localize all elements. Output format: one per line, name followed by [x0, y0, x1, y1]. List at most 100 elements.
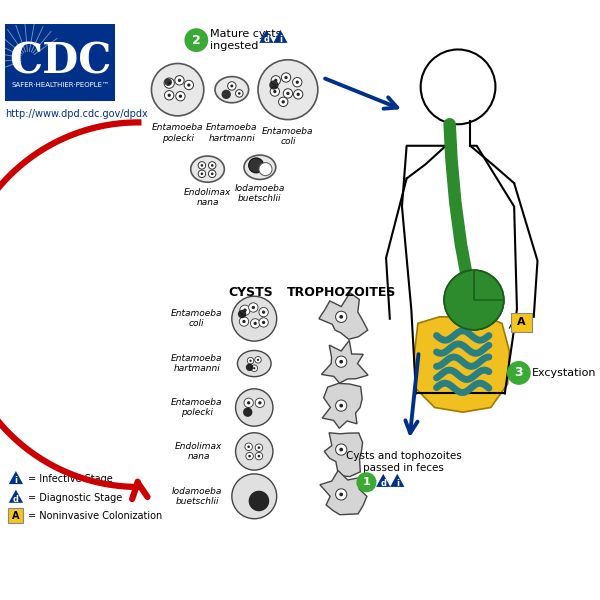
Circle shape	[198, 161, 206, 169]
Circle shape	[247, 358, 254, 364]
Circle shape	[246, 364, 253, 371]
Text: Entamoeba
hartmanni: Entamoeba hartmanni	[206, 124, 257, 143]
Circle shape	[230, 85, 233, 88]
Circle shape	[238, 310, 247, 318]
FancyBboxPatch shape	[511, 313, 532, 332]
Circle shape	[283, 89, 293, 98]
Circle shape	[236, 89, 243, 97]
Circle shape	[184, 80, 194, 89]
Circle shape	[176, 92, 185, 101]
Text: d: d	[380, 479, 386, 488]
Text: SAFER·HEALTHIER·PEOPLE™: SAFER·HEALTHIER·PEOPLE™	[12, 82, 110, 88]
Circle shape	[255, 452, 263, 460]
Text: CDC: CDC	[10, 41, 112, 83]
Circle shape	[335, 311, 347, 322]
Circle shape	[340, 493, 343, 496]
Circle shape	[273, 90, 277, 93]
Circle shape	[238, 92, 241, 95]
Text: Endolimax
nana: Endolimax nana	[184, 188, 231, 207]
Circle shape	[236, 433, 273, 470]
Text: Endolimax
nana: Endolimax nana	[175, 442, 223, 461]
Circle shape	[284, 76, 287, 79]
Circle shape	[178, 79, 181, 82]
Ellipse shape	[244, 155, 276, 179]
Ellipse shape	[215, 77, 248, 103]
Text: Excystation: Excystation	[532, 368, 596, 378]
Polygon shape	[319, 293, 368, 339]
Circle shape	[508, 362, 530, 384]
Circle shape	[281, 100, 285, 103]
Text: i: i	[396, 479, 399, 488]
Circle shape	[248, 158, 263, 173]
Text: i: i	[279, 35, 282, 44]
Circle shape	[335, 400, 347, 411]
Circle shape	[248, 491, 269, 511]
Circle shape	[257, 446, 260, 449]
Circle shape	[293, 89, 303, 99]
Text: 2: 2	[192, 34, 200, 47]
Text: Cysts and tophozoites
passed in feces: Cysts and tophozoites passed in feces	[346, 451, 462, 473]
Circle shape	[208, 161, 216, 169]
Circle shape	[246, 452, 253, 460]
Circle shape	[211, 172, 214, 175]
Circle shape	[270, 87, 280, 96]
Circle shape	[357, 473, 376, 491]
Circle shape	[258, 401, 262, 404]
Circle shape	[293, 77, 302, 87]
Circle shape	[164, 79, 172, 86]
Circle shape	[248, 455, 251, 457]
Polygon shape	[322, 340, 368, 383]
Circle shape	[221, 89, 231, 99]
FancyBboxPatch shape	[5, 24, 115, 101]
Circle shape	[175, 76, 184, 85]
Text: d: d	[263, 35, 269, 44]
Circle shape	[286, 92, 290, 95]
Text: Entamoeba
hartmanni: Entamoeba hartmanni	[171, 354, 223, 373]
Text: Entamoeba
coli: Entamoeba coli	[262, 127, 314, 146]
Polygon shape	[322, 383, 362, 428]
Circle shape	[245, 443, 253, 451]
Circle shape	[254, 322, 257, 325]
Wedge shape	[474, 270, 504, 330]
Circle shape	[255, 356, 261, 363]
Circle shape	[151, 64, 204, 116]
Circle shape	[236, 389, 273, 426]
Circle shape	[200, 172, 203, 175]
Circle shape	[208, 170, 216, 178]
Text: http://www.dpd.cdc.gov/dpdx: http://www.dpd.cdc.gov/dpdx	[5, 109, 148, 119]
Text: Entamoeba
coli: Entamoeba coli	[171, 309, 223, 328]
Circle shape	[164, 78, 175, 88]
Text: 1: 1	[362, 477, 370, 487]
Circle shape	[255, 444, 263, 451]
Circle shape	[281, 73, 291, 82]
Text: CYSTS: CYSTS	[228, 286, 273, 299]
Circle shape	[258, 60, 318, 119]
Circle shape	[274, 79, 277, 82]
Ellipse shape	[191, 156, 224, 182]
Circle shape	[200, 164, 203, 167]
Text: Entamoeba
polecki: Entamoeba polecki	[171, 398, 223, 417]
Text: TROPHOZOITES: TROPHOZOITES	[287, 286, 396, 299]
Polygon shape	[259, 30, 274, 43]
Circle shape	[257, 455, 260, 457]
Circle shape	[187, 83, 190, 86]
Circle shape	[247, 401, 250, 404]
Circle shape	[296, 93, 300, 96]
Circle shape	[251, 319, 260, 328]
FancyBboxPatch shape	[8, 508, 23, 523]
Circle shape	[335, 444, 347, 455]
Circle shape	[251, 306, 255, 309]
Text: = Diagnostic Stage: = Diagnostic Stage	[28, 493, 122, 503]
Circle shape	[250, 359, 251, 362]
Text: A: A	[517, 317, 526, 328]
Circle shape	[296, 80, 299, 84]
Circle shape	[278, 97, 288, 106]
Polygon shape	[9, 490, 23, 503]
Circle shape	[248, 303, 258, 312]
Circle shape	[243, 407, 253, 417]
Circle shape	[164, 91, 174, 100]
Circle shape	[198, 170, 206, 178]
Text: d: d	[13, 494, 19, 503]
Circle shape	[227, 82, 236, 90]
Circle shape	[259, 318, 268, 327]
